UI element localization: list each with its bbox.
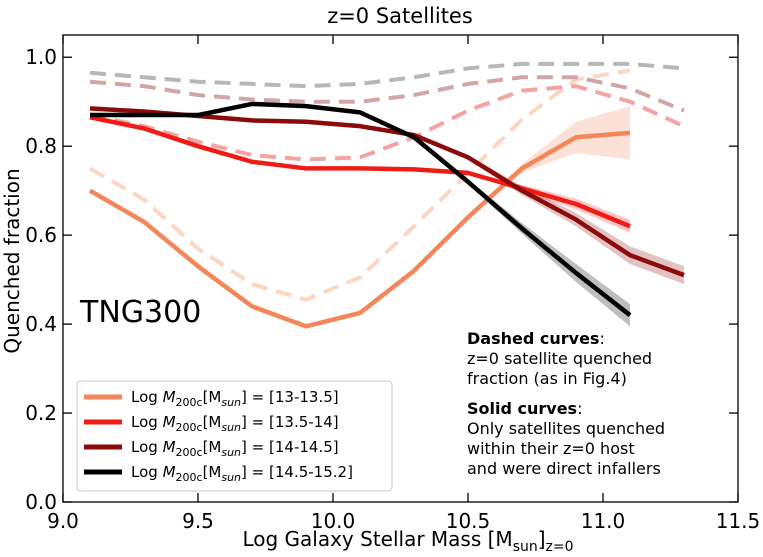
x-tick-label: 11.0 [581, 509, 626, 533]
y-tick-label: 0.4 [25, 312, 57, 336]
series-uncertainty-band [90, 106, 630, 327]
dashed-series-line [89, 84, 685, 162]
x-axis-label: Log Galaxy Stellar Mass [Msun]z=0 [242, 527, 573, 555]
solid-note-line2: within their z=0 host [467, 439, 635, 458]
y-tick-label: 0.2 [25, 401, 57, 425]
solid-series-group [88, 101, 685, 329]
solid-note-line3: and were direct infallers [467, 459, 661, 478]
y-axis: 0.0 0.2 0.4 0.6 0.8 1.0 [25, 45, 738, 514]
legend-box [76, 380, 393, 492]
notes-block: Dashed curves: z=0 satellite quenched fr… [467, 329, 665, 478]
legend-label: Log M200c[Msun] = [14.5-15.2] [131, 463, 353, 484]
solid-series-line [90, 101, 632, 317]
y-tick-label: 0.6 [25, 223, 57, 247]
y-tick-label: 0.0 [25, 490, 57, 514]
solid-series-line [89, 115, 631, 229]
dashed-note-line1: z=0 satellite quenched [467, 349, 652, 368]
dashed-series-line [89, 75, 685, 113]
dashed-series-group [89, 61, 685, 302]
uncertainty-bands [90, 103, 684, 327]
x-tick-label: 10.5 [446, 509, 491, 533]
y-tick-label: 1.0 [25, 45, 57, 69]
y-tick-label: 0.8 [25, 134, 57, 158]
legend: Log M200c[Msun] = [13-13.5] Log M200c[Msu… [76, 380, 393, 492]
chart-title: z=0 Satellites [327, 4, 473, 28]
tng300-annotation: TNG300 [79, 295, 201, 330]
dashed-note-line2: fraction (as in Fig.4) [467, 369, 627, 388]
dashed-note-heading: Dashed curves: [467, 329, 605, 348]
solid-note-heading: Solid curves: [467, 399, 582, 418]
y-axis-label: Quenched fraction [0, 168, 24, 353]
legend-label: Log M200c[Msun] = [14-14.5] [131, 438, 339, 459]
plot-frame [62, 34, 739, 503]
legend-label: Log M200c[Msun] = [13-13.5] [131, 388, 339, 409]
solid-note-line1: Only satellites quenched [467, 419, 665, 438]
x-tick-label: 9.0 [47, 509, 79, 533]
x-tick-label: 10.0 [311, 509, 356, 533]
dashed-series-line [89, 68, 631, 302]
x-axis: 9.0 9.5 10.0 10.5 11.0 11.5 [47, 35, 760, 533]
x-tick-label: 11.5 [716, 509, 761, 533]
x-tick-label: 9.5 [182, 509, 214, 533]
legend-label: Log M200c[Msun] = [13.5-14] [131, 413, 339, 434]
solid-series-line [88, 130, 631, 329]
